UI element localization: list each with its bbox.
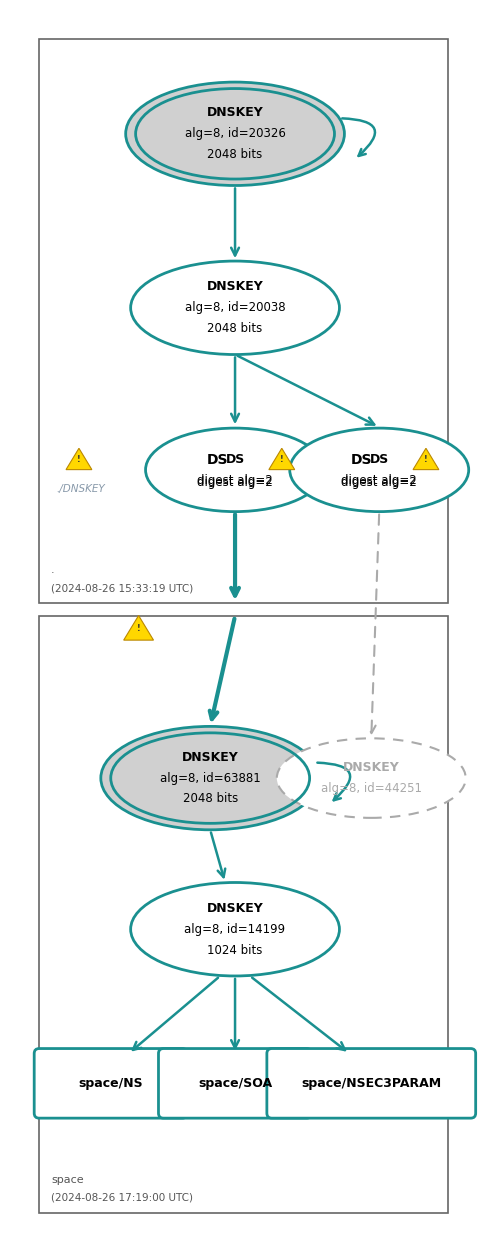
- Text: !: !: [280, 455, 283, 464]
- Polygon shape: [124, 616, 153, 640]
- Text: space: space: [51, 1175, 84, 1185]
- Text: !: !: [77, 455, 81, 464]
- Text: space/NSEC3PARAM: space/NSEC3PARAM: [301, 1077, 441, 1090]
- Text: digest alg=2: digest alg=2: [341, 477, 417, 489]
- Text: 2048 bits: 2048 bits: [207, 148, 262, 161]
- Ellipse shape: [277, 738, 466, 818]
- Text: (2024-08-26 17:19:00 UTC): (2024-08-26 17:19:00 UTC): [51, 1193, 193, 1203]
- Polygon shape: [269, 448, 295, 469]
- Text: alg=8, id=44251: alg=8, id=44251: [321, 782, 422, 795]
- Polygon shape: [413, 448, 439, 469]
- FancyArrowPatch shape: [342, 118, 375, 156]
- Text: 1024 bits: 1024 bits: [207, 943, 262, 957]
- Text: alg=8, id=20038: alg=8, id=20038: [185, 302, 285, 314]
- Text: digest alg=2: digest alg=2: [197, 477, 273, 489]
- Text: DS: DS: [370, 453, 389, 465]
- Text: !: !: [424, 455, 428, 464]
- Text: DNSKEY: DNSKEY: [206, 107, 263, 119]
- Ellipse shape: [131, 261, 339, 355]
- Text: 2048 bits: 2048 bits: [183, 793, 238, 805]
- Text: .: .: [51, 565, 55, 576]
- Text: alg=8, id=14199: alg=8, id=14199: [185, 923, 285, 936]
- Text: space/SOA: space/SOA: [198, 1077, 272, 1090]
- Text: alg=8, id=63881: alg=8, id=63881: [160, 772, 261, 784]
- FancyBboxPatch shape: [34, 1049, 187, 1118]
- Text: DS: DS: [225, 453, 244, 465]
- Text: digest alg=2: digest alg=2: [341, 474, 417, 486]
- Text: ./DNSKEY: ./DNSKEY: [56, 484, 105, 494]
- FancyArrowPatch shape: [318, 763, 350, 800]
- Text: (2024-08-26 15:33:19 UTC): (2024-08-26 15:33:19 UTC): [51, 583, 193, 593]
- Text: DNSKEY: DNSKEY: [206, 280, 263, 293]
- Text: DNSKEY: DNSKEY: [182, 751, 239, 763]
- Text: DS: DS: [206, 453, 228, 467]
- Text: 2048 bits: 2048 bits: [207, 323, 262, 335]
- Ellipse shape: [290, 428, 468, 511]
- Text: space/NS: space/NS: [78, 1077, 143, 1090]
- Ellipse shape: [126, 82, 344, 185]
- Ellipse shape: [131, 882, 339, 975]
- Text: alg=8, id=20326: alg=8, id=20326: [185, 128, 285, 140]
- Text: DNSKEY: DNSKEY: [343, 761, 400, 774]
- Text: DNSKEY: DNSKEY: [206, 902, 263, 915]
- Ellipse shape: [146, 428, 324, 511]
- FancyBboxPatch shape: [267, 1049, 476, 1118]
- Text: !: !: [137, 624, 140, 633]
- Ellipse shape: [101, 726, 319, 830]
- Polygon shape: [66, 448, 92, 469]
- Text: DS: DS: [351, 453, 372, 467]
- FancyBboxPatch shape: [158, 1049, 312, 1118]
- Text: digest alg=2: digest alg=2: [197, 474, 273, 486]
